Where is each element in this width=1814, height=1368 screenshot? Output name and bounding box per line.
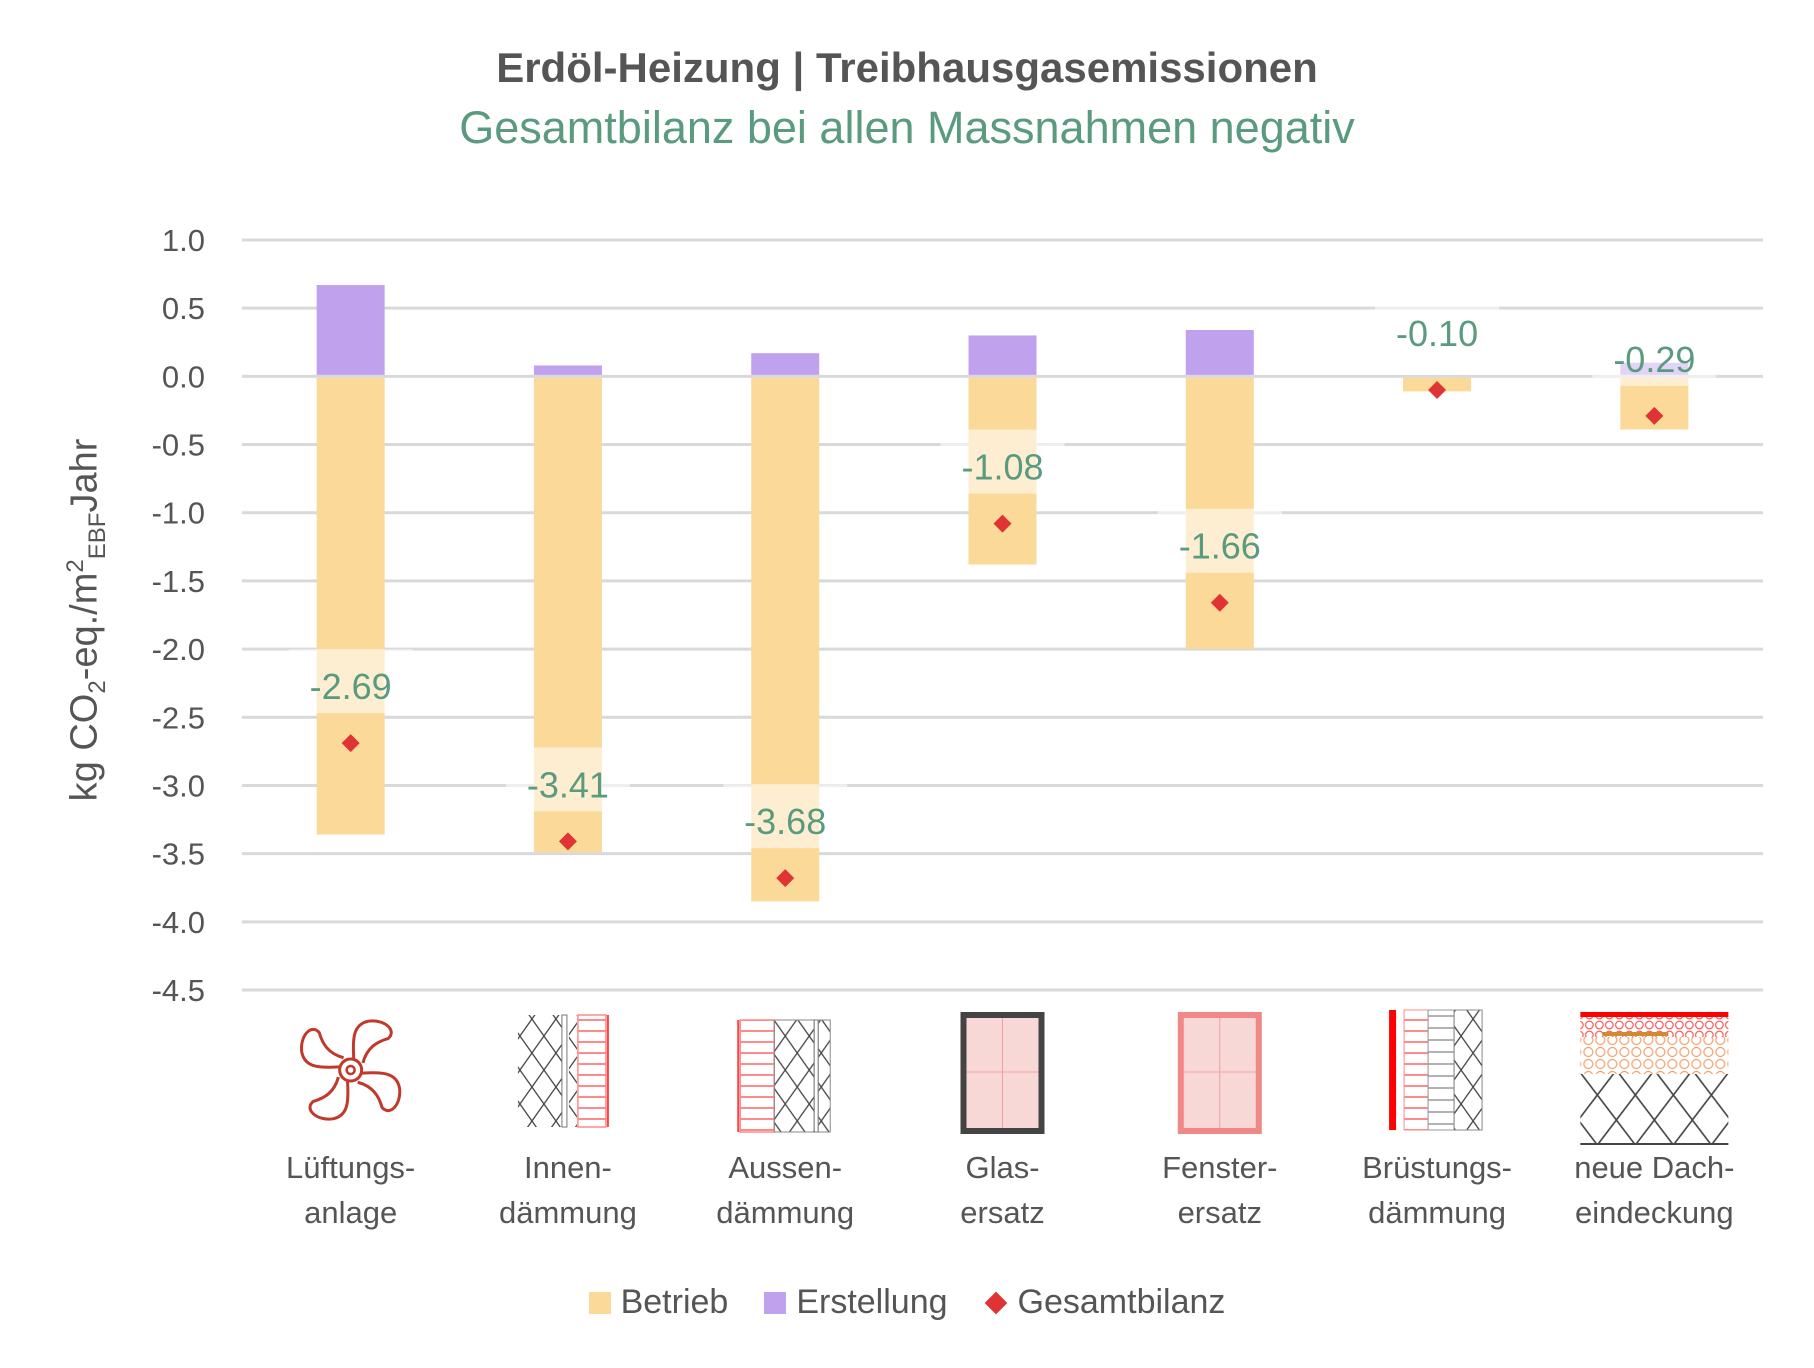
y-tick-label: -4.5 (152, 973, 205, 1008)
chart-subtitle: Gesamtbilanz bei allen Massnahmen negati… (459, 102, 1355, 153)
masonry-layer (817, 1019, 831, 1133)
data-label: -1.66 (1179, 526, 1261, 567)
legend-label: Gesamtbilanz (1017, 1283, 1226, 1321)
legend-item-erstellung: Erstellung (764, 1283, 948, 1322)
y-tick-label: -1.5 (152, 564, 205, 599)
data-label-background (288, 649, 413, 714)
y-tick-label: 0.0 (162, 359, 205, 394)
bar-erstellung (316, 285, 385, 375)
fan-blade (357, 1071, 402, 1113)
y-tick-label: -2.0 (152, 632, 205, 667)
fan-center (345, 1064, 356, 1076)
y-tick-label: -4.0 (152, 905, 205, 940)
y-tick-label: -2.5 (152, 700, 205, 735)
data-label: -3.41 (527, 764, 609, 805)
gesamtbilanz-marker (341, 734, 360, 753)
data-label: -2.69 (310, 666, 392, 707)
gesamtbilanz-marker (558, 832, 577, 851)
y-tick-label: -3.5 (152, 837, 205, 872)
x-category-label: Brüstungs-dämmung (1362, 1150, 1513, 1230)
data-label-background (1157, 508, 1282, 573)
legend-swatch (764, 1291, 787, 1314)
window-replacement-icon (1177, 1012, 1262, 1134)
x-category-label: Innen-dämmung (498, 1150, 637, 1230)
fan-blade (351, 1019, 393, 1064)
plaster-layer (813, 1019, 819, 1133)
data-label-background (1375, 296, 1500, 360)
gesamtbilanz-marker (1428, 381, 1447, 399)
membrane-layer (1389, 1010, 1397, 1130)
masonry-layer (1453, 1009, 1483, 1131)
data-label: -1.08 (961, 447, 1043, 488)
interior-insulation-icon (517, 1014, 609, 1128)
data-label: -3.68 (744, 801, 826, 842)
masonry-layer (517, 1015, 562, 1127)
plaster-layer (561, 1014, 568, 1128)
bar-erstellung (533, 365, 602, 375)
roof-batten (1602, 1032, 1669, 1036)
data-label-background (940, 429, 1065, 494)
data-label: -0.29 (1613, 339, 1695, 380)
y-tick-label: -3.0 (152, 768, 205, 803)
gesamtbilanz-marker (1645, 406, 1664, 425)
insulation-layer (577, 1014, 607, 1128)
y-tick-label: 0.5 (162, 291, 205, 326)
data-label: -0.10 (1396, 313, 1478, 354)
bar-betrieb (316, 377, 385, 835)
legend: Betrieb Erstellung Gesamtbilanz (0, 1283, 1814, 1322)
y-tick-label: -0.5 (152, 428, 205, 463)
data-label-background (505, 747, 630, 812)
fan-icon (300, 1019, 402, 1121)
legend-item-betrieb: Betrieb (588, 1283, 729, 1322)
legend-diamond-marker (984, 1291, 1007, 1314)
masonry-layer (773, 1019, 815, 1133)
x-category-label: Aussen-dämmung (716, 1150, 855, 1230)
insulation-layer (1403, 1009, 1429, 1131)
insulation-layer (1427, 1009, 1455, 1131)
y-tick-label: -1.0 (152, 496, 205, 531)
bar-erstellung (1185, 330, 1254, 375)
roof-insulation-layer (1580, 1037, 1729, 1074)
gesamtbilanz-marker (993, 514, 1012, 533)
legend-label: Betrieb (620, 1283, 729, 1321)
glass-replacement-icon (960, 1012, 1045, 1134)
parapet-insulation-icon (1389, 1009, 1483, 1131)
fan-blade (308, 1076, 350, 1121)
exterior-insulation-icon (737, 1019, 831, 1133)
x-category-label: Fenster-ersatz (1162, 1150, 1278, 1230)
insulation-layer (739, 1019, 775, 1133)
x-category-label: Lüftungs-anlage (286, 1150, 416, 1230)
fan-blade (300, 1027, 345, 1069)
bar-erstellung (968, 335, 1037, 375)
fan-hub (338, 1057, 364, 1083)
gesamtbilanz-marker (1210, 593, 1229, 612)
chart-title: Erdöl-Heizung | Treibhausgasemissionen (496, 44, 1318, 91)
x-category-label: neue Dach-eindeckung (1574, 1150, 1735, 1230)
legend-label: Erstellung (796, 1283, 948, 1321)
legend-swatch (588, 1291, 611, 1314)
y-tick-label: 1.0 (162, 223, 205, 258)
legend-item-gesamtbilanz: Gesamtbilanz (984, 1283, 1226, 1322)
x-category-label: Glas-ersatz (960, 1150, 1045, 1230)
roof-membrane (1580, 1012, 1729, 1017)
data-label-background (1592, 321, 1717, 386)
roof-covering-icon (1580, 1012, 1729, 1145)
data-label-background (723, 784, 848, 849)
roof-structure-layer (1580, 1074, 1729, 1144)
gesamtbilanz-marker (776, 869, 795, 888)
masonry-layer (568, 1015, 577, 1127)
bar-erstellung (751, 353, 820, 375)
